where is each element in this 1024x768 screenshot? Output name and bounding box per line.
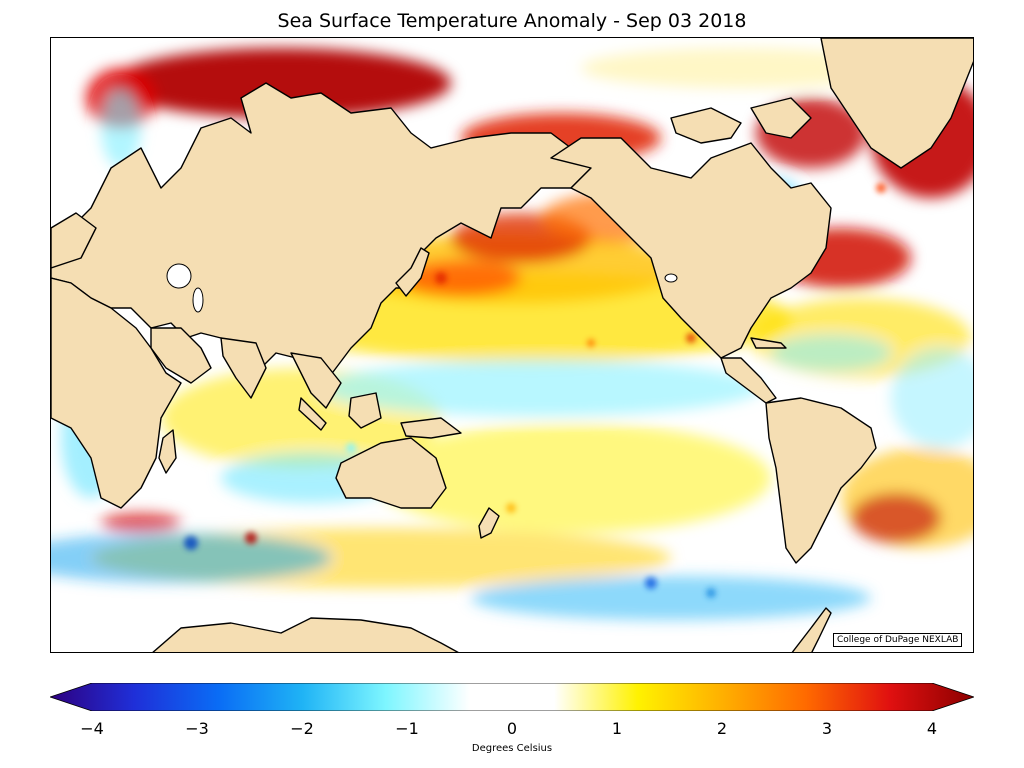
- land-western-europe: [51, 212, 97, 269]
- colorbar-label: Degrees Celsius: [471, 743, 553, 754]
- colorbar-tick-label: 4: [926, 719, 938, 738]
- land-borneo: [348, 392, 382, 429]
- land-eurasia: [51, 82, 592, 389]
- sst-anomaly-map: [50, 37, 974, 653]
- land-greenland: [820, 38, 973, 169]
- land-new-guinea: [400, 417, 462, 439]
- anomaly-cool-southern: [51, 533, 331, 583]
- land-masses: [51, 38, 973, 652]
- land-india: [220, 337, 267, 399]
- land-japan: [395, 247, 430, 297]
- land-arctic-islands: [670, 107, 742, 144]
- land-antarctic-peninsula: [791, 607, 832, 652]
- land-se-asia: [290, 352, 342, 409]
- anomaly-warm-spac: [371, 423, 771, 533]
- anomaly-warm-arctic: [581, 48, 901, 88]
- anomaly-hot-kuroshio: [401, 260, 521, 296]
- anomaly-cool-caribbean: [771, 335, 891, 371]
- colorbar-tick-label: −1: [395, 719, 419, 738]
- colorbar-tick-label: −3: [185, 719, 209, 738]
- land-cuba: [750, 337, 787, 349]
- anomaly-hot-south-indian: [101, 513, 181, 533]
- land-antarctica: [152, 617, 459, 652]
- land-new-zealand: [478, 507, 500, 539]
- caspian-sea: [192, 287, 204, 313]
- credit-label: College of DuPage NEXLAB: [833, 633, 963, 647]
- map-title: Sea Surface Temperature Anomaly - Sep 03…: [277, 10, 747, 32]
- anomaly-cool-east: [891, 348, 973, 448]
- colorbar-body: [50, 683, 974, 711]
- land-north-america: [550, 137, 832, 359]
- great-lake: [664, 273, 678, 283]
- map-canvas: [51, 38, 973, 652]
- anomaly-hot-falklands: [851, 493, 941, 543]
- land-south-america: [765, 397, 877, 564]
- land-australia: [335, 437, 447, 509]
- colorbar-tick-label: 0: [506, 719, 518, 738]
- inland-water: [166, 263, 678, 313]
- land-sumatra: [298, 397, 327, 431]
- colorbar-tick-label: −2: [290, 719, 314, 738]
- colorbar-tick-label: 2: [716, 719, 728, 738]
- land-africa: [51, 277, 182, 509]
- anomaly-cool-equatorial: [321, 360, 761, 416]
- land-central-america: [720, 357, 777, 404]
- colorbar-tick-label: 1: [611, 719, 623, 738]
- anomaly-cool-southern-pac: [471, 576, 871, 620]
- black-sea: [166, 263, 192, 289]
- anomaly-speckle: [184, 183, 886, 598]
- colorbar-tick-label: −4: [80, 719, 104, 738]
- anomaly-cool-norwegian: [101, 88, 141, 168]
- anomaly-hot-barents: [111, 48, 451, 118]
- colorbar-tick-label: 3: [821, 719, 833, 738]
- land-madagascar: [158, 429, 177, 474]
- anomaly-warm-npac: [271, 273, 791, 363]
- colorbar: [50, 683, 974, 711]
- land-baffin: [750, 97, 812, 139]
